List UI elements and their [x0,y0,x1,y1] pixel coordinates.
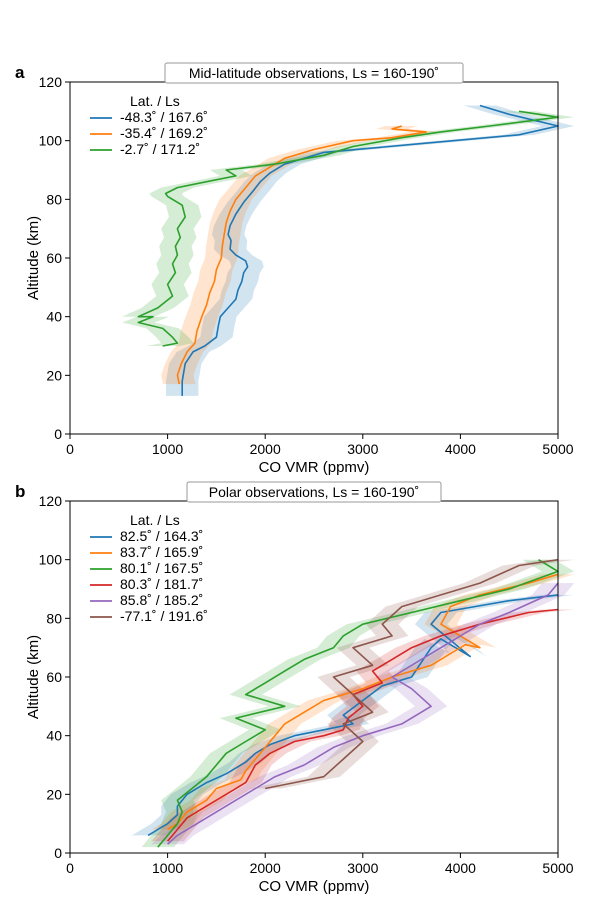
y-tick-label: 120 [39,493,63,509]
x-axis-ticks: 0 1000 2000 3000 4000 5000 [66,434,574,457]
legend-label-series-2: -35.4˚ / 169.2˚ [120,125,208,141]
uncertainty-band-series-3 [141,559,575,848]
y-tick-label: 60 [46,669,62,685]
uncertainty-band-series-6 [249,559,575,789]
profile-line-series-1 [181,104,559,396]
legend-label-series-3: -2.7˚ / 171.2˚ [120,141,200,157]
panel-letter-a: a [15,63,25,82]
series-lines [137,104,559,396]
legend-label-series-1: -48.3˚ / 167.6˚ [120,109,208,125]
y-tick-label: 20 [46,367,62,383]
uncertainty-band-series-3 [122,111,575,346]
profile-line-series-6 [265,558,559,790]
y-axis-label: Altitude (km) [25,635,42,719]
x-tick-label: 1000 [152,860,183,876]
legend-label-series-1: 82.5˚ / 164.3˚ [120,528,203,544]
x-tick-label: 1000 [152,441,183,457]
y-tick-label: 0 [54,426,62,442]
y-tick-label: 20 [46,786,62,802]
profile-line-series-4 [166,608,559,842]
y-tick-label: 80 [46,610,62,626]
y-axis-ticks: 0 20 40 60 80 100 120 [39,493,70,861]
y-axis-ticks: 0 20 40 60 80 100 120 [39,74,70,442]
x-tick-label: 0 [66,441,74,457]
x-tick-label: 2000 [250,441,281,457]
x-tick-label: 4000 [445,860,476,876]
uncertainty-band-series-4 [151,609,575,842]
y-tick-label: 120 [39,74,63,90]
x-tick-label: 2000 [250,860,281,876]
chart-title: Polar observations, Ls = 160-190˚ [209,484,420,500]
y-tick-label: 100 [39,552,63,568]
series-lines [147,558,559,848]
uncertainty-band-series-2 [151,574,575,830]
y-tick-label: 100 [39,133,63,149]
panel-a-mid-latitude-chart: a 0 1000 2000 3000 4000 5000 020406080100120 … [15,62,575,476]
uncertainty-band-series-2 [161,126,443,385]
legend-label-series-3: 80.1˚ / 167.5˚ [120,560,203,576]
profile-line-series-5 [167,582,559,845]
profile-line-series-2 [167,573,559,831]
legend-label-series-5: 85.8˚ / 185.2˚ [120,592,203,608]
legend: -48.3˚ / 167.6˚-35.4˚ / 169.2˚-2.7˚ / 17… [90,93,208,157]
x-tick-label: 3000 [347,860,378,876]
y-tick-label: 60 [46,250,62,266]
uncertainty-bands [122,105,575,396]
legend-label-series-2: 83.7˚ / 165.9˚ [120,544,203,560]
x-tick-label: 3000 [347,441,378,457]
y-axis-label: Altitude (km) [25,216,42,300]
x-axis-label: CO VMR (ppmv) [259,878,370,895]
title-box [164,62,464,84]
chart-title: Mid-latitude observations, Ls = 160-190˚ [189,65,439,81]
profile-line-series-3 [137,110,559,347]
legend-label-series-6: -77.1˚ / 191.6˚ [120,608,208,624]
x-tick-label: 5000 [542,860,573,876]
panel-letter-b: b [15,482,25,501]
y-tick-label: 40 [46,309,62,325]
y-tick-label: 80 [46,191,62,207]
x-axis-label: CO VMR (ppmv) [259,459,370,476]
legend-label-series-4: 80.3˚ / 181.7˚ [120,576,203,592]
y-tick-label: 40 [46,728,62,744]
panel-b-polar-chart: b 0 1000 2000 3000 4000 5000 020406080100120 … [15,481,575,895]
x-tick-label: 4000 [445,441,476,457]
profile-line-series-3 [157,559,559,848]
uncertainty-band-series-5 [151,583,575,845]
profile-line-series-2 [176,125,428,385]
x-tick-label: 5000 [542,441,573,457]
x-tick-label: 0 [66,860,74,876]
y-tick-label: 0 [54,845,62,861]
legend-title: Lat. / Ls [130,93,180,109]
title-box [186,481,442,503]
legend-title: Lat. / Ls [130,512,180,528]
legend: 82.5˚ / 164.3˚83.7˚ / 165.9˚80.1˚ / 167.… [90,512,208,624]
x-axis-ticks: 0 1000 2000 3000 4000 5000 [66,853,574,876]
uncertainty-band-series-1 [166,105,575,396]
